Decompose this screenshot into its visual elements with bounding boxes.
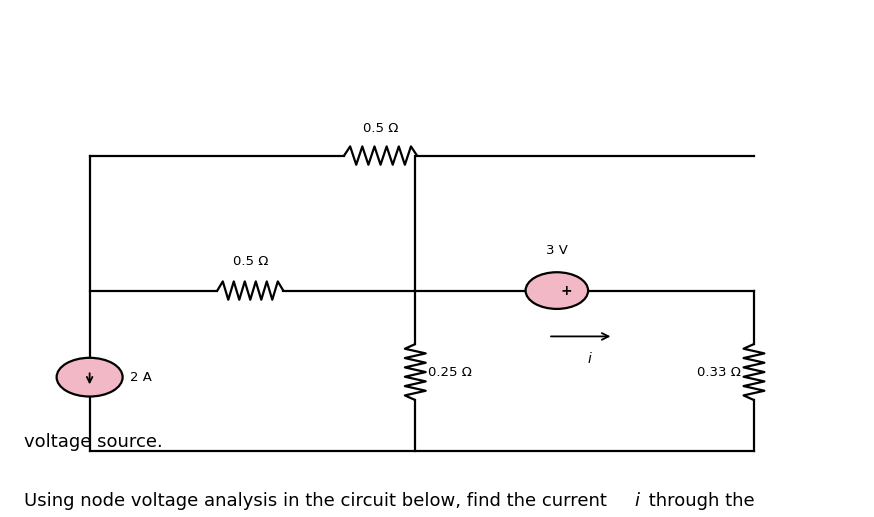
Text: Using node voltage analysis in the circuit below, find the current: Using node voltage analysis in the circu…: [24, 492, 614, 510]
Text: through the: through the: [642, 492, 754, 510]
Text: 0.5 Ω: 0.5 Ω: [232, 255, 268, 268]
Text: voltage source.: voltage source.: [24, 433, 163, 451]
Text: 2 A: 2 A: [129, 371, 151, 384]
Text: 0.33 Ω: 0.33 Ω: [697, 366, 741, 378]
Text: 3 V: 3 V: [546, 244, 568, 257]
Text: i: i: [635, 492, 639, 510]
Text: 0.25 Ω: 0.25 Ω: [428, 366, 472, 378]
Text: +: +: [560, 283, 572, 298]
Circle shape: [525, 272, 588, 309]
Text: i: i: [587, 352, 592, 366]
Circle shape: [57, 358, 122, 397]
Text: 0.5 Ω: 0.5 Ω: [363, 122, 399, 135]
